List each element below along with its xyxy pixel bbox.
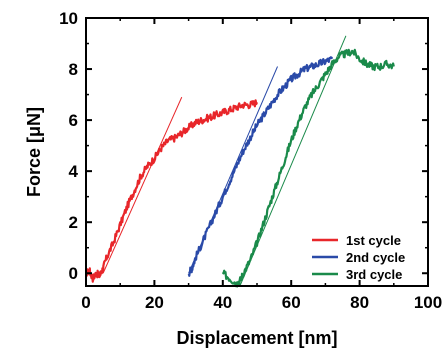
y-axis-title: Force [μN] xyxy=(24,107,44,197)
tick-layer: 0 20 40 60 80 100 0 2 4 6 8 10 xyxy=(59,9,442,312)
x-tick-label: 60 xyxy=(282,293,301,312)
series-line-1 xyxy=(85,99,259,283)
legend: 1st cycle 2nd cycle 3rd cycle xyxy=(312,233,405,282)
y-tick-label: 6 xyxy=(69,111,78,130)
x-tick-label: 20 xyxy=(145,293,164,312)
legend-label-1: 1st cycle xyxy=(346,233,401,248)
y-tick-label: 4 xyxy=(69,162,79,181)
fit-line-2 xyxy=(188,66,278,274)
y-tick-label: 2 xyxy=(69,213,78,232)
y-tick-label: 10 xyxy=(59,9,78,28)
y-tick-label: 0 xyxy=(69,264,78,283)
fit-line-3 xyxy=(239,35,347,287)
series-line-3 xyxy=(221,48,395,288)
x-tick-label: 40 xyxy=(213,293,232,312)
x-axis-title: Displacement [nm] xyxy=(176,328,337,348)
fit-line-1 xyxy=(102,96,183,274)
legend-label-2: 2nd cycle xyxy=(346,250,405,265)
x-tick-label: 80 xyxy=(350,293,369,312)
x-tick-label: 0 xyxy=(81,293,90,312)
series-3 xyxy=(221,35,395,288)
x-tick-label: 100 xyxy=(414,293,442,312)
series-layer xyxy=(85,35,395,288)
legend-label-3: 3rd cycle xyxy=(346,267,402,282)
series-2 xyxy=(187,56,334,277)
series-1 xyxy=(85,96,259,283)
series-line-2 xyxy=(187,56,334,277)
y-tick-label: 8 xyxy=(69,60,78,79)
